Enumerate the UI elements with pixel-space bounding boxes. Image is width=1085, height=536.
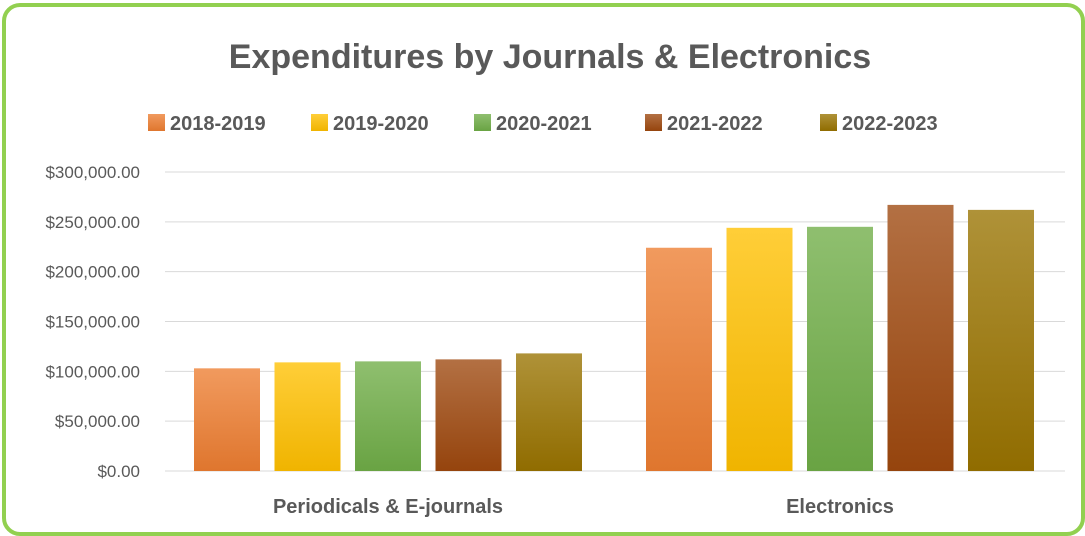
legend-label: 2019-2020 xyxy=(333,113,429,135)
chart-title: Expenditures by Journals & Electronics xyxy=(229,38,871,76)
y-tick-label: $200,000.00 xyxy=(45,263,140,282)
legend-label: 2020-2021 xyxy=(496,113,592,135)
y-tick-label: $150,000.00 xyxy=(45,313,140,332)
legend-swatch xyxy=(645,114,662,131)
y-tick-label: $250,000.00 xyxy=(45,213,140,232)
bar-2018-2019-electronics xyxy=(646,247,712,471)
bars xyxy=(194,204,1034,471)
bar-2020-2021-periodicals xyxy=(355,361,421,471)
x-axis: Periodicals & E-journals Electronics xyxy=(273,496,894,518)
legend: 2018-2019 2019-2020 2020-2021 2021-2022 2022… xyxy=(148,113,938,135)
legend-item: 2018-2019 xyxy=(148,113,266,135)
bar-2018-2019-periodicals xyxy=(194,368,260,471)
y-tick-label: $50,000.00 xyxy=(55,412,140,431)
bar-2022-2023-electronics xyxy=(968,209,1034,471)
legend-swatch xyxy=(474,114,491,131)
bar-2022-2023-periodicals xyxy=(516,353,582,471)
legend-item: 2022-2023 xyxy=(820,113,938,135)
y-tick-label: $0.00 xyxy=(97,462,140,481)
bar-2019-2020-electronics xyxy=(726,227,793,471)
bar-2021-2022-electronics xyxy=(887,204,954,471)
legend-label: 2022-2023 xyxy=(842,113,938,135)
legend-item: 2021-2022 xyxy=(645,113,763,135)
bar-2020-2021-electronics xyxy=(807,226,873,471)
y-axis: $0.00 $50,000.00 $100,000.00 $150,000.00 $20… xyxy=(45,163,140,481)
bar-2021-2022-periodicals xyxy=(435,359,502,471)
legend-label: 2018-2019 xyxy=(170,113,266,135)
bar-2019-2020-periodicals xyxy=(274,362,341,471)
x-category-label: Electronics xyxy=(786,496,894,518)
legend-item: 2020-2021 xyxy=(474,113,592,135)
x-category-label: Periodicals & E-journals xyxy=(273,496,503,518)
legend-item: 2019-2020 xyxy=(311,113,429,135)
y-tick-label: $100,000.00 xyxy=(45,362,140,381)
legend-swatch xyxy=(148,114,165,131)
legend-swatch xyxy=(820,114,837,131)
legend-label: 2021-2022 xyxy=(667,113,763,135)
legend-swatch xyxy=(311,114,328,131)
y-tick-label: $300,000.00 xyxy=(45,163,140,182)
